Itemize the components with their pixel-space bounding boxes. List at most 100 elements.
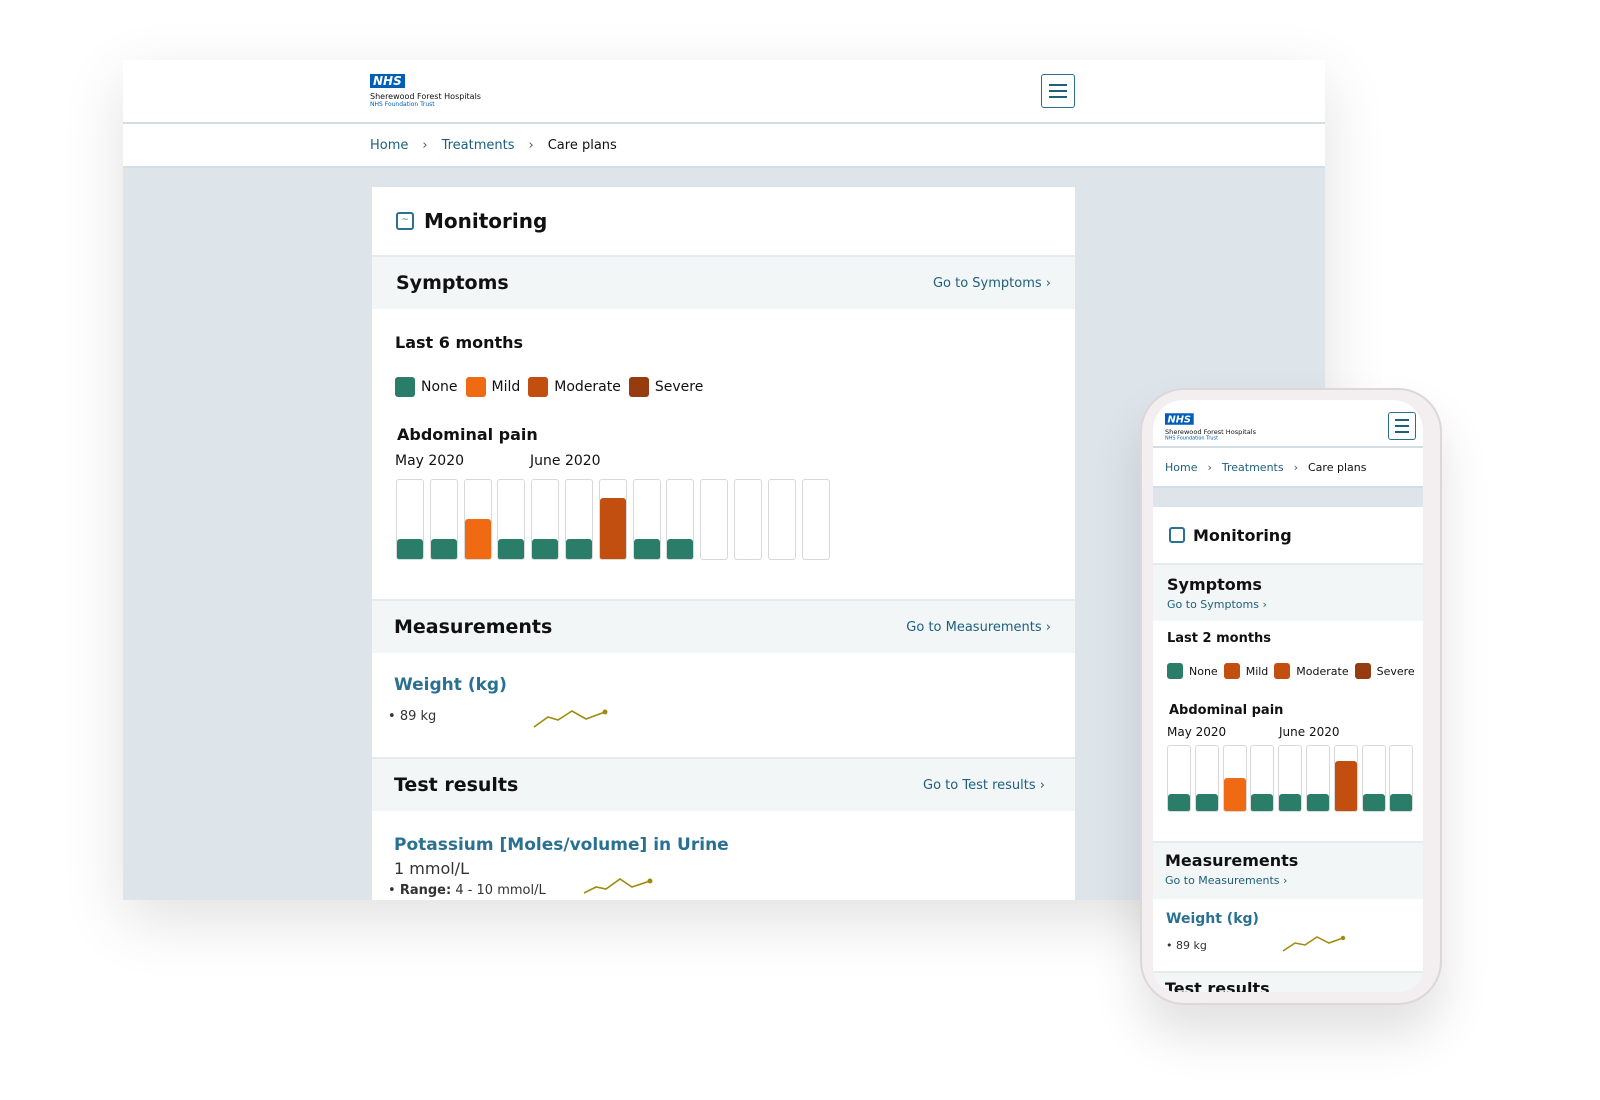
legend-label: Severe [654,379,704,395]
legend-label: Mild [491,379,521,395]
test-results-header: Test results Go to Test results › [372,757,1075,811]
potassium-link[interactable]: Potassium [Moles/volume] in Urine [394,835,729,855]
day-bar[interactable] [1194,745,1219,812]
go-to-measurements-link[interactable]: Go to Measurements › [906,619,1051,635]
legend: None Mild Moderate Severe [1167,663,1415,679]
day-bar-fill-none [1195,794,1218,811]
legend-swatch [1274,663,1291,679]
legend-label: Moderate [1296,664,1349,678]
symptom-name: Abdominal pain [1169,703,1284,718]
legend-swatch [395,377,415,397]
day-bar[interactable] [700,479,729,560]
mobile-header: NHS Sherewood Forest Hospitals NHS Found… [1153,400,1423,448]
day-bar-fill-none [430,538,457,559]
day-bar[interactable] [1306,745,1330,812]
legend-item-mild: Mild [465,377,521,397]
go-to-measurements-link[interactable]: Go to Measurements › [1165,874,1288,887]
day-bar[interactable] [531,479,560,560]
day-bar-fill-none [1279,794,1302,811]
chevron-right-icon: › [422,137,428,153]
test-results-title: Test results [394,774,519,796]
day-bar[interactable] [1278,745,1303,812]
breadcrumb-home[interactable]: Home [1165,460,1198,474]
breadcrumb: Home › Treatments › Care plans [123,124,1325,168]
header: NHS Sherewood Forest Hospitals NHS Found… [123,60,1325,124]
breadcrumb-home[interactable]: Home [370,137,409,153]
day-bar[interactable] [1389,745,1414,812]
legend-swatch [528,377,549,397]
day-bar[interactable] [1167,745,1191,812]
period-label: Last 6 months [395,333,524,352]
legend-swatch [1167,663,1183,679]
potassium-value: 1 mmol/L [394,859,469,878]
chevron-right-icon: › [1045,619,1051,635]
go-to-symptoms-link[interactable]: Go to Symptoms › [1167,598,1267,611]
measurements-header: Measurements Go to Measurements › [372,599,1075,653]
chevron-right-icon: › [528,137,534,153]
day-bar[interactable] [1333,745,1358,812]
day-bar-fill-none [397,538,423,559]
day-bar[interactable] [1222,745,1247,812]
weight-link[interactable]: Weight (kg) [394,675,507,695]
day-bar[interactable] [767,479,796,560]
month-label: May 2020 [1167,725,1227,739]
legend-label: None [1189,664,1218,678]
symptom-bar-chart [396,479,836,561]
day-bar[interactable] [734,479,762,560]
legend-item-moderate: Moderate [1274,663,1349,679]
legend-swatch [1354,663,1371,679]
day-bar-fill-none [498,538,525,559]
day-bar[interactable] [801,479,830,560]
day-bar[interactable] [429,479,458,560]
symptoms-title: Symptoms [396,272,509,294]
nhs-logo[interactable]: NHS Sherewood Forest Hospitals NHS Found… [370,70,481,108]
day-bar-fill-moderate [1334,760,1357,811]
monitoring-chart-icon [1169,527,1185,543]
month-label: June 2020 [1279,725,1340,739]
menu-button[interactable] [1041,74,1075,108]
legend-swatch [465,377,486,397]
legend-swatch [1223,663,1240,679]
period-label: Last 2 months [1167,631,1272,646]
day-bar-fill-mild [1223,777,1246,811]
go-to-test-results-link[interactable]: Go to Test results › [923,777,1045,793]
day-bar[interactable] [565,479,593,560]
legend-label: Severe [1376,664,1415,678]
nhs-logo[interactable]: NHS Sherewood Forest Hospitals NHS Found… [1165,413,1256,442]
chevron-right-icon: › [1045,275,1051,291]
trust-name: NHS Foundation Trust [370,101,435,108]
test-results-title: Test results [1165,979,1270,992]
legend: None Mild Moderate Severe [395,377,703,397]
day-bar[interactable] [666,479,695,560]
legend-item-mild: Mild [1223,663,1268,679]
mobile-breadcrumb: Home › Treatments › Care plans [1153,448,1423,488]
legend-swatch [628,377,649,397]
day-bar-fill-none [1362,794,1385,811]
breadcrumb-treatments[interactable]: Treatments [441,137,515,153]
measurements-title: Measurements [394,616,553,638]
legend-label: Moderate [554,379,621,395]
day-bar[interactable] [463,479,492,560]
day-bar-fill-moderate [599,498,626,559]
day-bar[interactable] [497,479,526,560]
go-to-symptoms-link[interactable]: Go to Symptoms › [932,275,1051,291]
day-bar[interactable] [1250,745,1275,812]
day-bar[interactable] [396,479,424,560]
day-bar[interactable] [632,479,661,560]
symptoms-body: Last 6 months None Mild Moderate Severe Abd… [372,309,1075,599]
weight-value: • 89 kg [1166,939,1207,952]
breadcrumb-treatments[interactable]: Treatments [1221,460,1284,474]
day-bar-fill-none [667,538,694,559]
symptoms-title: Symptoms [1167,575,1262,594]
legend-item-moderate: Moderate [528,377,621,397]
weight-sparkline [1282,935,1346,952]
day-bar-fill-none [1307,794,1329,811]
day-bar[interactable] [1361,745,1386,812]
weight-link[interactable]: Weight (kg) [1166,911,1259,927]
day-bar[interactable] [598,479,627,560]
symptoms-header: Symptoms Go to Symptoms › [372,255,1075,309]
legend-label: None [421,379,458,395]
monitoring-card: ~ Monitoring Symptoms Go to Symptoms › L… [372,187,1075,900]
day-bar-fill-none [1168,794,1190,811]
menu-button[interactable] [1388,412,1416,440]
